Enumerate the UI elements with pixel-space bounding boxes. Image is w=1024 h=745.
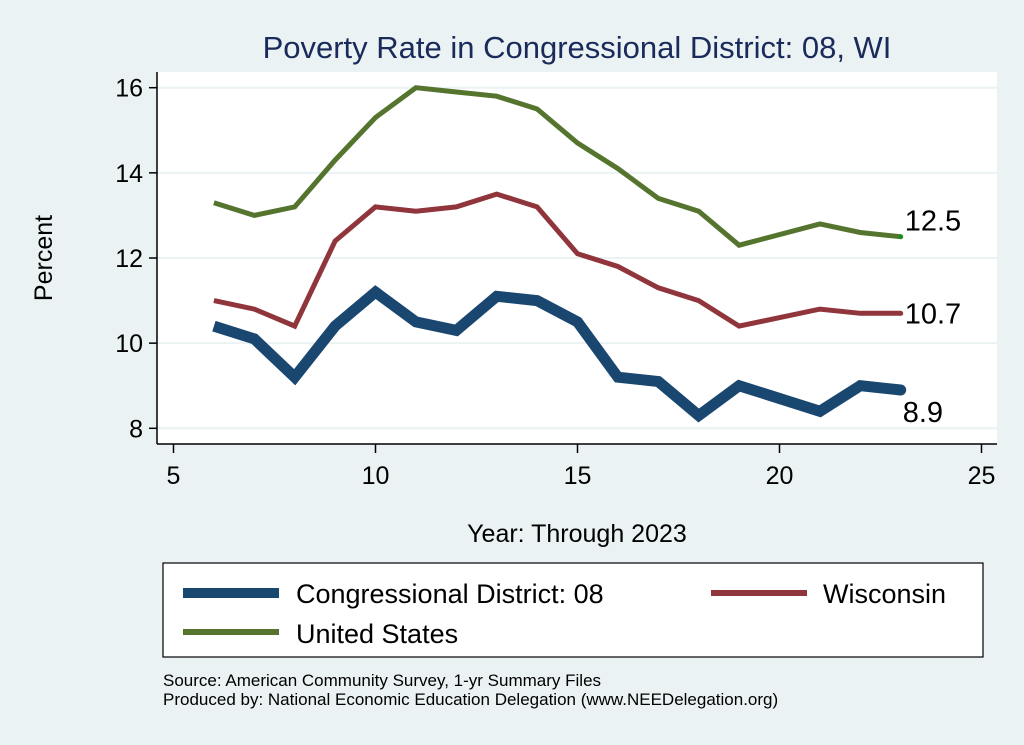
y-tick-label: 8 (129, 415, 143, 443)
x-tick-label: 25 (968, 462, 996, 490)
x-tick-label: 5 (167, 462, 181, 490)
data-point-cd08 (895, 384, 907, 396)
series-line-wisconsin (213, 191, 901, 330)
chart-title: Poverty Rate in Congressional District: … (263, 30, 892, 65)
data-point-wisconsin (898, 310, 904, 316)
source-note: Source: American Community Survey, 1-yr … (163, 671, 601, 690)
y-axis-title: Percent (30, 215, 58, 301)
y-tick-label: 12 (115, 245, 143, 273)
x-axis-title: Year: Through 2023 (467, 520, 687, 548)
x-axis-ticks: 5 10 15 20 25 (167, 444, 996, 490)
series-lines (212, 85, 907, 423)
end-label-cd08: 8.9 (903, 397, 943, 429)
series-line-cd08 (212, 285, 902, 423)
data-point-united-states (898, 234, 904, 240)
end-label-wisconsin: 10.7 (905, 298, 961, 330)
y-tick-label: 14 (115, 160, 143, 188)
y-axis-ticks: 8 10 12 14 16 (115, 75, 157, 443)
producer-note: Produced by: National Economic Education… (163, 690, 778, 709)
legend-label-cd08: Congressional District: 08 (296, 579, 604, 609)
x-tick-label: 10 (362, 462, 390, 490)
y-tick-label: 10 (115, 330, 143, 358)
gridlines (157, 86, 997, 430)
legend-box (162, 562, 984, 658)
x-tick-label: 15 (564, 462, 592, 490)
legend-label-wisconsin: Wisconsin (823, 579, 946, 609)
y-tick-label: 16 (115, 75, 143, 103)
end-label-united-states: 12.5 (905, 206, 961, 238)
series-line-united-states (213, 85, 901, 248)
legend: Congressional District: 08 Wisconsin Uni… (162, 562, 984, 658)
x-tick-label: 20 (766, 462, 794, 490)
legend-label-united-states: United States (296, 619, 458, 649)
end-labels: 8.9 10.7 12.5 (903, 206, 961, 429)
